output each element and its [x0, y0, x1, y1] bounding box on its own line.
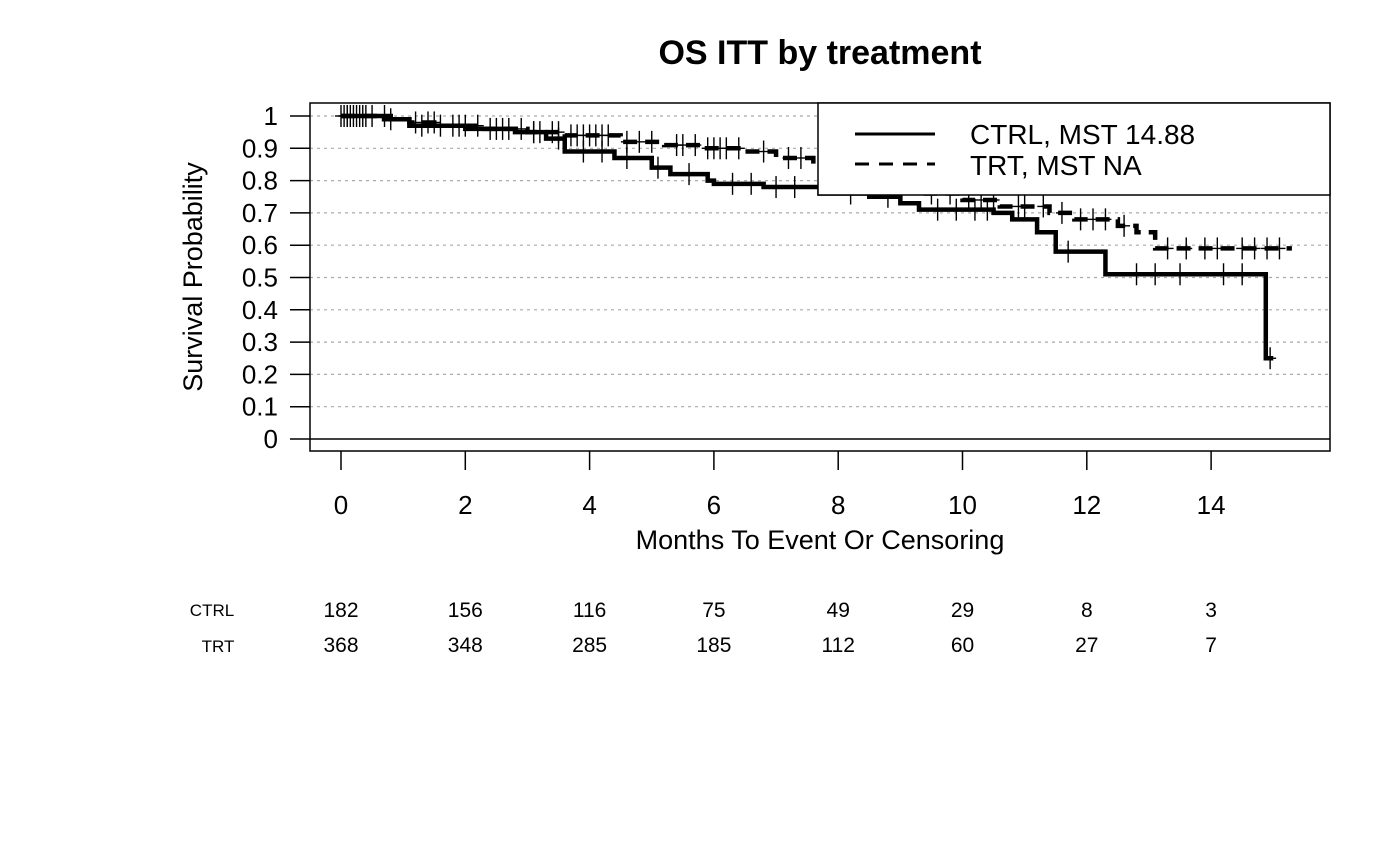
- y-axis-label: Survival Probability: [178, 162, 208, 392]
- y-tick-label: 0.3: [242, 327, 278, 357]
- risk-value: 112: [821, 634, 854, 657]
- risk-value: 156: [448, 599, 483, 622]
- y-tick-label: 0.7: [242, 198, 278, 228]
- legend: CTRL, MST 14.88 TRT, MST NA: [817, 102, 1331, 196]
- risk-row-ctrl: 182 156 116 75 49 29 8 3: [323, 599, 1216, 622]
- risk-value: 368: [323, 634, 358, 657]
- censor-marks: [335, 105, 1286, 370]
- survival-curves: [341, 113, 1292, 361]
- y-tick-label: 0.2: [242, 359, 278, 389]
- risk-value: 285: [572, 634, 607, 657]
- x-tick-label: 0: [334, 490, 348, 520]
- risk-value: 8: [1081, 599, 1093, 622]
- x-tick-label: 12: [1072, 490, 1101, 520]
- risk-table: CTRL TRT 182 156 116 75 49 29 8 3 368 348 285 185 1…: [190, 599, 1217, 657]
- survival-curve-trt: [341, 113, 1292, 251]
- risk-row-trt: 368 348 285 185 112 60 27 7: [323, 634, 1216, 657]
- risk-value: 27: [1075, 634, 1098, 657]
- x-tick-label: 8: [831, 490, 845, 520]
- y-tick-label: 0: [264, 424, 278, 454]
- y-tick-label: 0.4: [242, 295, 278, 325]
- x-tick-label: 4: [582, 490, 596, 520]
- y-tick-label: 0.5: [242, 263, 278, 293]
- legend-label-trt: TRT, MST NA: [970, 150, 1142, 181]
- risk-row-label-trt: TRT: [202, 637, 235, 656]
- risk-value: 49: [827, 599, 850, 622]
- x-axis: 0 2 4 6 8 10 12 14: [334, 451, 1226, 520]
- risk-value: 348: [448, 634, 483, 657]
- risk-value: 116: [573, 599, 606, 622]
- y-tick-label: 0.6: [242, 230, 278, 260]
- y-tick-label: 0.9: [242, 133, 278, 163]
- risk-value: 7: [1205, 634, 1217, 657]
- legend-box: [817, 102, 1331, 196]
- risk-value: 60: [951, 634, 974, 657]
- chart-title: OS ITT by treatment: [658, 34, 981, 72]
- x-tick-label: 10: [948, 490, 977, 520]
- x-tick-label: 6: [707, 490, 721, 520]
- risk-value: 75: [702, 599, 725, 622]
- risk-row-label-ctrl: CTRL: [190, 601, 234, 620]
- x-tick-label: 14: [1197, 490, 1226, 520]
- x-axis-label: Months To Event Or Censoring: [636, 525, 1005, 555]
- risk-value: 3: [1205, 599, 1217, 622]
- y-axis: 00.10.20.30.40.50.60.70.80.91: [242, 101, 310, 454]
- risk-value: 29: [951, 599, 974, 622]
- x-tick-label: 2: [458, 490, 472, 520]
- legend-label-ctrl: CTRL, MST 14.88: [970, 119, 1195, 150]
- y-tick-label: 1: [264, 101, 278, 131]
- y-tick-label: 0.8: [242, 166, 278, 196]
- risk-value: 182: [323, 599, 358, 622]
- y-tick-label: 0.1: [242, 392, 278, 422]
- risk-value: 185: [696, 634, 731, 657]
